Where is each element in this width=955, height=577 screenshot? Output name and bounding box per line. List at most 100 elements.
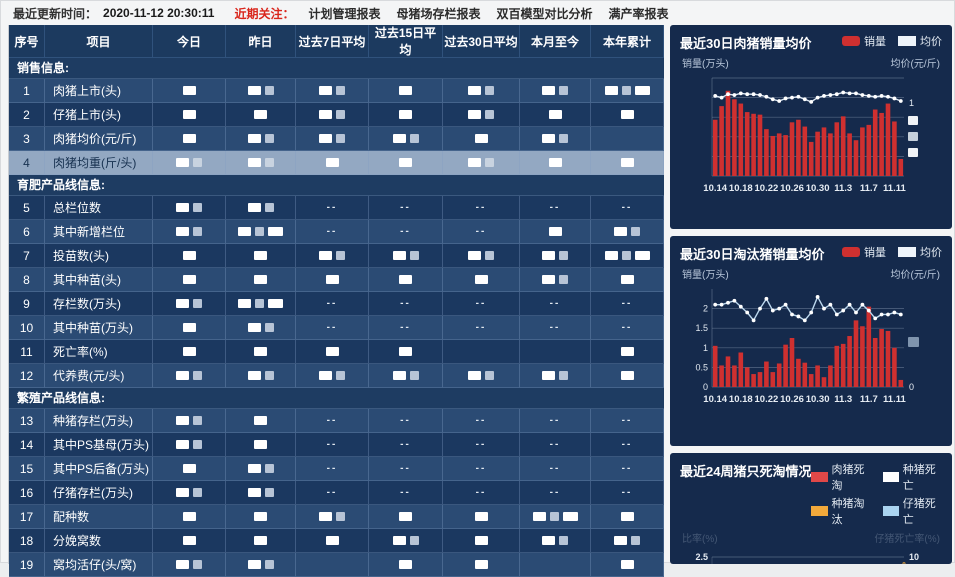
svg-text:10: 10 (909, 552, 919, 562)
redacted-value-block (248, 323, 261, 332)
line-marker-icon (898, 36, 916, 46)
row-number: 18 (9, 529, 45, 553)
row-label: 存栏数(万头) (45, 292, 153, 316)
redacted-value-block (248, 134, 261, 143)
redacted-value-block (410, 536, 419, 545)
no-data-dashes: -- (400, 226, 411, 237)
data-cell (153, 292, 226, 316)
data-cell: -- (296, 196, 369, 220)
redacted-value-block (410, 251, 419, 260)
data-cell: -- (443, 457, 520, 481)
no-data-dashes: -- (550, 463, 561, 474)
data-cell (226, 220, 296, 244)
data-cell (520, 553, 591, 577)
row-label: 分娩窝数 (45, 529, 153, 553)
data-cell (591, 103, 664, 127)
chart-panel-death-cull: 最近24周猪只死淘情况 肉猪死淘种猪死亡种猪淘汰仔猪死亡 比率(%) 仔猪死亡率… (670, 453, 952, 564)
redacted-value-block (549, 158, 562, 167)
redacted-value-block (559, 251, 568, 260)
row-label: 仔猪存栏(万头) (45, 481, 153, 505)
bar-swatch-icon (842, 247, 860, 257)
redacted-value-block (336, 251, 345, 260)
death-cull-chart-canvas[interactable]: 2.521.51086 (680, 545, 942, 564)
menu-item-model-compare[interactable]: 双百模型对比分析 (497, 5, 593, 22)
data-cell: -- (369, 481, 443, 505)
legend-item-均价[interactable]: 均价 (898, 33, 942, 49)
chart-legend: 肉猪死淘种猪死亡种猪淘汰仔猪死亡 (811, 461, 942, 527)
data-cell (369, 505, 443, 529)
column-header: 项目 (45, 25, 153, 58)
data-cell (153, 529, 226, 553)
data-cell: -- (520, 196, 591, 220)
redacted-value-block (485, 158, 494, 167)
chart-legend: 销量均价 (842, 33, 942, 49)
axis-name-row: 销量(万头) 均价(元/斤) (680, 55, 942, 70)
redacted-value-block (621, 275, 634, 284)
data-cell (520, 79, 591, 103)
data-cell (153, 220, 226, 244)
redacted-value-block (621, 347, 634, 356)
row-label: 肉猪上市(头) (45, 79, 153, 103)
column-header: 本年累计 (591, 25, 664, 58)
redacted-value-block (326, 536, 339, 545)
data-cell (296, 553, 369, 577)
data-cell (153, 244, 226, 268)
data-cell (443, 244, 520, 268)
redacted-value-block (399, 86, 412, 95)
row-label: 其中种苗(头) (45, 268, 153, 292)
menu-item-full-capacity-report[interactable]: 满产率报表 (609, 5, 669, 22)
menu-item-plan-report[interactable]: 计划管理报表 (308, 5, 380, 22)
data-cell: -- (591, 316, 664, 340)
legend-label: 销量 (864, 244, 886, 260)
redacted-value-block (193, 299, 202, 308)
redacted-value-block (248, 158, 261, 167)
redacted-value-block (336, 512, 345, 521)
data-cell: -- (520, 433, 591, 457)
redacted-value-block (393, 251, 406, 260)
svg-text:1: 1 (909, 98, 914, 108)
chart-title: 最近30日肉猪销量均价 (680, 33, 811, 52)
data-cell (369, 79, 443, 103)
no-data-dashes: -- (622, 415, 633, 426)
data-cell (153, 151, 226, 175)
redacted-value-block (265, 488, 274, 497)
y-axis-right-label: 均价(元/斤) (891, 266, 940, 281)
legend-item-均价[interactable]: 均价 (898, 244, 942, 260)
data-cell (296, 529, 369, 553)
redacted-value-block (193, 440, 202, 449)
menu-item-sow-farm-report[interactable]: 母猪场存栏报表 (396, 5, 480, 22)
legend-item-种猪淘汰[interactable]: 种猪淘汰 (811, 495, 870, 527)
legend-item-销量[interactable]: 销量 (842, 244, 886, 260)
data-cell (369, 340, 443, 364)
legend-item-销量[interactable]: 销量 (842, 33, 886, 49)
legend-item-肉猪死淘[interactable]: 肉猪死淘 (811, 461, 870, 493)
svg-text:11.3: 11.3 (834, 394, 852, 405)
legend-item-种猪死亡[interactable]: 种猪死亡 (883, 461, 942, 493)
no-data-dashes: -- (550, 298, 561, 309)
no-data-dashes: -- (476, 202, 487, 213)
data-cell (226, 553, 296, 577)
legend-item-仔猪死亡[interactable]: 仔猪死亡 (883, 495, 942, 527)
row-number: 13 (9, 409, 45, 433)
